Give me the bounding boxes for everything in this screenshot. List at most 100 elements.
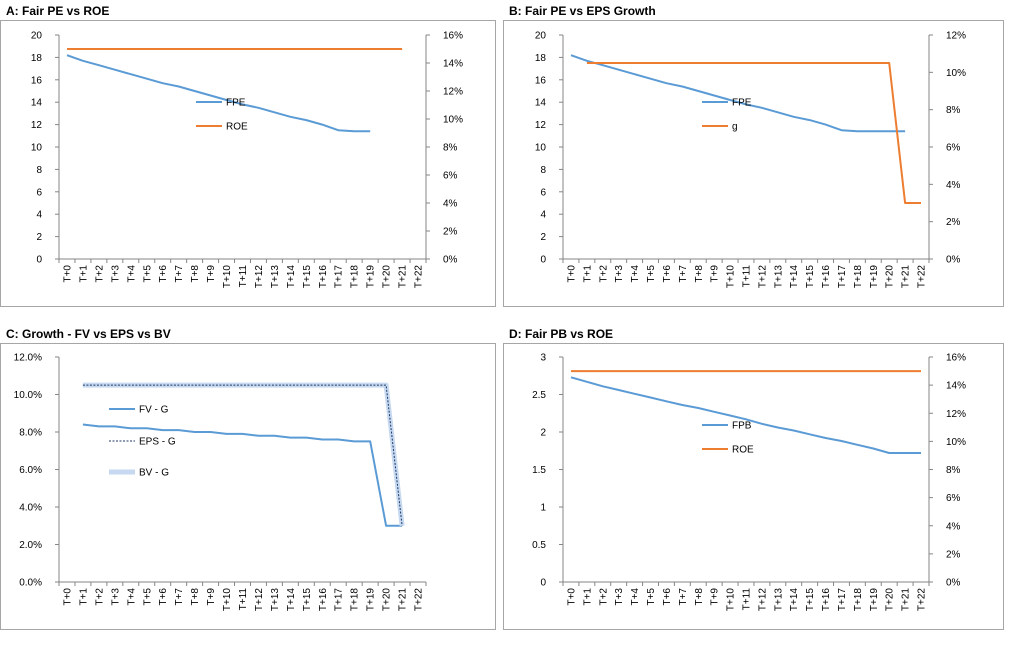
chart-a-x-tick-label: T+3 xyxy=(110,265,121,283)
chart-b-right-tick-label: 6% xyxy=(946,143,961,154)
chart-d-right-tick-label: 16% xyxy=(946,353,966,364)
chart-a-plot: 0 2 4 6 8 10 12 14 16 18 20 0% 2% 4% 6% 8% 10% 12% 14% 16% T… xyxy=(31,31,463,289)
chart-a-left-tick-label: 12 xyxy=(31,120,43,131)
chart-b-left-tick-label: 14 xyxy=(535,98,547,109)
chart-b-x-tick-label: T+6 xyxy=(662,265,673,283)
chart-b-x-tick-label: T+5 xyxy=(646,265,657,283)
chart-d-x-tick-label: T+15 xyxy=(805,588,816,612)
chart-d-x-tick-label: T+17 xyxy=(837,588,848,612)
chart-c-x-tick-label: T+15 xyxy=(302,588,313,612)
chart-a-right-tick-label: 4% xyxy=(443,199,458,210)
chart-b-right-tick-label: 8% xyxy=(946,105,961,116)
chart-d-x-tick-label: T+6 xyxy=(662,588,673,606)
chart-a-right-tick-label: 10% xyxy=(443,115,463,126)
chart-c-left-tick-label: 10.0% xyxy=(14,390,42,401)
chart-a-left-tick-label: 10 xyxy=(31,143,43,154)
chart-b-series-fpe-line xyxy=(570,54,906,133)
chart-d-series-fpb-line xyxy=(570,376,921,454)
chart-a-x-tick-label: T+10 xyxy=(222,265,233,289)
chart-b-x-tick-label: T+11 xyxy=(742,265,753,288)
chart-b-right-tick-label: 4% xyxy=(946,180,961,191)
chart-d-left-tick-label: 0 xyxy=(540,578,546,589)
chart-c-frame: 0.0% 2.0% 4.0% 6.0% 8.0% 10.0% 12.0% T+0 T+1 T+2 T… xyxy=(0,343,496,630)
chart-a-right-tick-label: 6% xyxy=(443,171,458,182)
chart-d-x-tick-label: T+10 xyxy=(726,588,737,612)
chart-c-x-tick-label: T+12 xyxy=(254,588,265,612)
chart-a-x-tick-label: T+5 xyxy=(142,265,153,283)
chart-b-left-tick-label: 20 xyxy=(535,31,547,42)
chart-b-x-tick-label: T+20 xyxy=(885,265,896,289)
chart-c-left-tick-label: 4.0% xyxy=(19,503,42,514)
chart-b-x-tick-label: T+9 xyxy=(710,265,721,283)
chart-d-legend-fpb-label: FPB xyxy=(732,421,752,432)
chart-a-right-tick-label: 8% xyxy=(443,143,458,154)
chart-c-x-tick-label: T+4 xyxy=(126,588,137,606)
chart-c-left-tick-label: 12.0% xyxy=(14,353,42,364)
chart-b-x-tick-label: T+15 xyxy=(805,265,816,289)
chart-a-left-tick-label: 4 xyxy=(36,210,42,221)
chart-a-title: A: Fair PE vs ROE xyxy=(6,4,110,18)
chart-a-x-tick-label: T+6 xyxy=(158,265,169,283)
chart-b-legend-fpe-label: FPE xyxy=(732,98,752,109)
chart-a-x-tick-label: T+4 xyxy=(126,265,137,283)
chart-c-x-tick-label: T+8 xyxy=(190,588,201,606)
chart-c-x-tick-label: T+10 xyxy=(222,588,233,612)
chart-d-x-tick-label: T+19 xyxy=(869,588,880,612)
chart-c-x-tick-label: T+18 xyxy=(350,588,361,612)
chart-d-x-tick-label: T+14 xyxy=(789,588,800,612)
chart-a-x-tick-label: T+11 xyxy=(238,265,249,288)
chart-d-right-tick-label: 6% xyxy=(946,493,961,504)
chart-d-right-tick-label: 8% xyxy=(946,465,961,476)
chart-d-left-tick-label: 2.5 xyxy=(532,390,546,401)
chart-c-x-tick-label: T+16 xyxy=(318,588,329,612)
chart-d-left-tick-label: 2 xyxy=(540,428,546,439)
chart-d-x-tick-label: T+1 xyxy=(582,588,593,606)
chart-d-x-tick-label: T+20 xyxy=(885,588,896,612)
chart-c-x-tick-label: T+6 xyxy=(158,588,169,606)
chart-d-right-tick-label: 10% xyxy=(946,437,966,448)
chart-a-x-tick-label: T+7 xyxy=(174,265,185,283)
chart-a-left-tick-label: 8 xyxy=(36,165,42,176)
chart-c-x-tick-label: T+19 xyxy=(366,588,377,612)
chart-a-right-tick-label: 12% xyxy=(443,87,463,98)
chart-c-left-tick-label: 6.0% xyxy=(19,465,42,476)
chart-b-left-tick-label: 0 xyxy=(540,255,546,266)
chart-d-left-tick-label: 3 xyxy=(540,353,546,364)
chart-d-x-tick-label: T+18 xyxy=(853,588,864,612)
chart-c-series-eps-g-line xyxy=(82,384,403,526)
chart-d-legend-roe-label: ROE xyxy=(732,445,754,456)
chart-b-right-tick-label: 12% xyxy=(946,31,966,42)
chart-c-x-tick-label: T+20 xyxy=(382,588,393,612)
chart-a-left-tick-label: 18 xyxy=(31,53,43,64)
chart-c-x-tick-label: T+22 xyxy=(414,588,425,612)
chart-b-x-tick-label: T+13 xyxy=(773,265,784,289)
chart-b-legend-g-label: g xyxy=(732,122,738,133)
chart-a-frame: 0 2 4 6 8 10 12 14 16 18 20 0% 2% 4% 6% 8% 10% 12% 14% 16% T… xyxy=(0,20,496,307)
chart-b-left-tick-label: 16 xyxy=(535,75,547,86)
chart-a-right-tick-label: 16% xyxy=(443,31,463,42)
chart-d-left-tick-label: 1 xyxy=(540,503,546,514)
chart-a-left-tick-label: 2 xyxy=(36,232,42,243)
chart-b-x-tick-label: T+0 xyxy=(566,265,577,283)
chart-d-right-tick-label: 0% xyxy=(946,578,961,589)
chart-a-left-tick-label: 0 xyxy=(36,255,42,266)
chart-b-x-tick-label: T+8 xyxy=(694,265,705,283)
chart-b-series-g-line xyxy=(586,62,921,204)
chart-b-x-tick-label: T+19 xyxy=(869,265,880,289)
chart-d-x-tick-label: T+8 xyxy=(694,588,705,606)
chart-d-x-tick-label: T+12 xyxy=(757,588,768,612)
chart-c-left-tick-label: 0.0% xyxy=(19,578,42,589)
chart-d-x-tick-label: T+11 xyxy=(742,588,753,611)
chart-d-x-tick-label: T+3 xyxy=(614,588,625,606)
chart-c-left-tick-label: 8.0% xyxy=(19,428,42,439)
chart-a-x-tick-label: T+16 xyxy=(318,265,329,289)
chart-d-right-tick-label: 2% xyxy=(946,549,961,560)
chart-c-x-tick-label: T+13 xyxy=(270,588,281,612)
chart-a-x-tick-label: T+2 xyxy=(94,265,105,283)
chart-a-left-tick-label: 6 xyxy=(36,187,42,198)
chart-a-x-tick-label: T+18 xyxy=(350,265,361,289)
chart-d-right-tick-label: 14% xyxy=(946,381,966,392)
chart-a-left-tick-label: 16 xyxy=(31,75,43,86)
chart-a-left-tick-label: 14 xyxy=(31,98,43,109)
chart-d-x-tick-label: T+22 xyxy=(917,588,928,612)
